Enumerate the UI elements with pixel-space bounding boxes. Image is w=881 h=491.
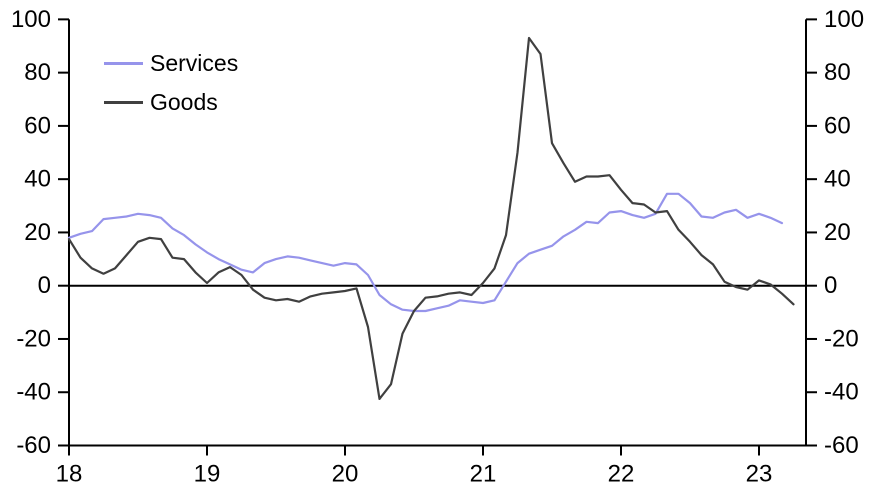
y-axis-tick-label-right: 0 [824,272,837,299]
y-axis-tick-label-right: -20 [824,325,859,352]
x-axis-tick-label: 21 [470,460,497,487]
y-axis-tick-label-left: 40 [24,166,51,193]
services-line-swatch [104,62,143,65]
y-axis-tick-label-right: 60 [824,112,851,139]
legend-label-goods: Goods [150,89,218,115]
y-axis-tick-label-right: 100 [824,6,864,33]
legend: Services Goods [104,44,238,122]
y-axis-tick-label-left: 60 [24,112,51,139]
y-axis-tick-label-left: 0 [38,272,51,299]
x-axis-tick-label: 20 [332,460,359,487]
y-axis-tick-label-right: -60 [824,432,859,459]
x-axis-tick-label: 22 [608,460,635,487]
y-axis-tick-label-left: 80 [24,59,51,86]
x-axis-tick-label: 19 [194,460,221,487]
services-line [67,192,784,313]
y-axis-tick-label-right: 80 [824,59,851,86]
y-axis-tick-label-right: 20 [824,219,851,246]
legend-label-services: Services [150,50,239,76]
y-axis-tick-label-left: -20 [16,325,51,352]
y-axis-tick-label-left: -40 [16,379,51,406]
y-axis-tick-label-right: 40 [824,166,851,193]
legend-item-goods: Goods [104,83,238,122]
y-axis-tick-label-right: -40 [824,379,859,406]
x-axis-tick-label: 18 [56,460,83,487]
y-axis-tick-label-left: -60 [16,432,51,459]
x-axis-tick-label: 23 [746,460,773,487]
y-axis-tick-label-left: 20 [24,219,51,246]
goods-line-swatch [104,101,143,104]
y-axis-tick-label-left: 100 [11,6,51,33]
goods-line [67,36,795,400]
legend-item-services: Services [104,44,238,83]
